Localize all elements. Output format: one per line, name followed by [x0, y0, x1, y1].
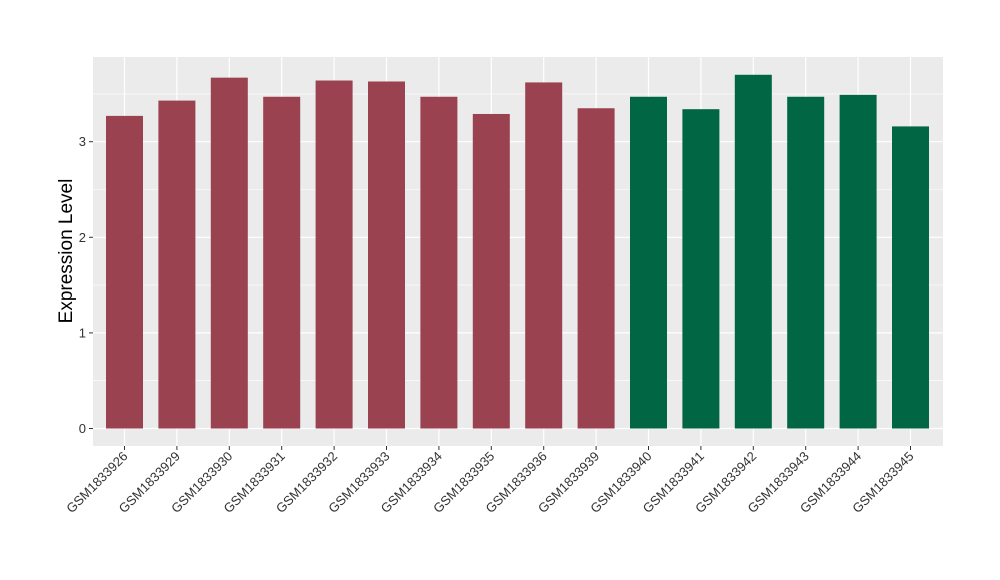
bar-GSM1833939 [577, 108, 615, 429]
bar-GSM1833930 [210, 77, 248, 429]
bar-GSM1833931 [263, 96, 301, 429]
bar-GSM1833945 [892, 126, 929, 429]
bar-GSM1833943 [787, 96, 825, 429]
y-tick-label: 3 [79, 134, 86, 149]
bar-GSM1833944 [839, 94, 877, 429]
bar-GSM1833934 [420, 96, 458, 429]
bar-GSM1833941 [682, 109, 720, 429]
bar-GSM1833932 [315, 80, 353, 429]
y-axis-title: Expression Level [56, 179, 77, 324]
bar-GSM1833935 [472, 113, 510, 429]
x-axis: GSM1833926GSM1833929GSM1833930GSM1833931… [63, 446, 917, 516]
bar-GSM1833933 [368, 81, 405, 429]
y-axis: 0 1 2 3 [79, 134, 93, 436]
y-tick-label: 0 [79, 421, 86, 436]
bar-GSM1833940 [630, 96, 667, 429]
bar-GSM1833942 [734, 74, 772, 429]
bars [106, 74, 929, 429]
bar-GSM1833926 [106, 115, 143, 429]
y-tick-label: 1 [79, 325, 86, 340]
bar-GSM1833929 [158, 100, 196, 429]
bar-GSM1833936 [525, 82, 563, 429]
y-tick-label: 2 [79, 230, 86, 245]
